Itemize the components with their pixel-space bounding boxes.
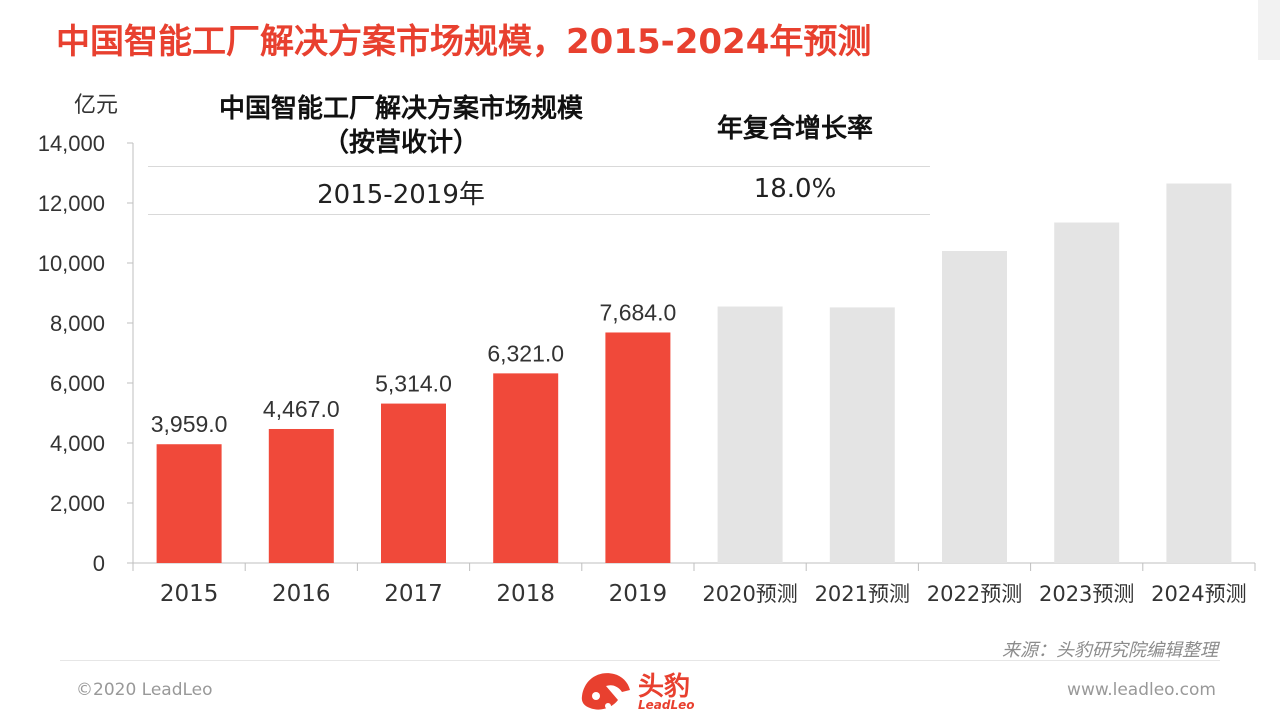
corner-decoration [1258,0,1280,60]
footer-divider [60,660,1220,661]
table-header-market-size: 中国智能工厂解决方案市场规模 （按营收计） [160,92,642,160]
bar-actual [156,444,222,563]
table-cell-cagr: 18.0% [753,174,837,204]
table-header-line2: （按营收计） [322,128,479,158]
bar-actual [268,428,334,563]
y-tick-label: 14,000 [38,131,105,156]
table-divider-bottom [148,214,930,215]
x-tick-label: 2015 [160,581,219,607]
data-label: 5,314.0 [375,371,452,397]
x-tick-label: 2018 [496,581,555,607]
y-tick-label: 10,000 [38,251,105,276]
bar-forecast [829,307,895,563]
leadleo-logo: 头豹 LeadLeo [578,664,718,718]
x-tick-label: 2022预测 [927,582,1022,606]
y-tick-label: 0 [93,551,105,576]
x-tick-label: 2020预测 [702,582,797,606]
source-note: 来源：头豹研究院编辑整理 [1002,640,1218,661]
bar-forecast [942,251,1007,563]
bar-forecast [717,306,783,563]
page-title: 中国智能工厂解决方案市场规模，2015-2024年预测 [56,22,872,62]
y-tick-label: 4,000 [50,431,105,456]
y-axis-unit-label: 亿元 [74,93,118,118]
y-tick-label: 2,000 [50,491,105,516]
copyright-text: ©2020 LeadLeo [76,680,213,700]
x-tick-label: 2019 [609,581,668,607]
y-tick-label: 12,000 [38,191,105,216]
data-label: 4,467.0 [263,396,340,422]
data-label: 7,684.0 [600,299,677,325]
x-tick-label: 2024预测 [1151,582,1246,606]
logo-text-cn: 头豹 [638,672,691,702]
data-label: 6,321.0 [487,340,564,366]
data-label: 3,959.0 [151,411,228,437]
table-header-line1: 中国智能工厂解决方案市场规模 [218,94,583,124]
website-link[interactable]: www.leadleo.com [1067,680,1216,700]
table-cell-period: 2015-2019年 [317,180,485,210]
bar-actual [605,332,671,563]
x-tick-label: 2021预测 [815,582,910,606]
x-tick-label: 2016 [272,581,331,607]
bar-forecast [1054,222,1120,563]
bar-forecast [1166,183,1232,563]
bar-actual [381,403,446,563]
leo-head-icon [581,673,630,710]
x-tick-label: 2023预测 [1039,582,1134,606]
logo-text-en: LeadLeo [638,698,695,712]
table-header-cagr: 年复合增长率 [716,114,873,144]
y-tick-label: 6,000 [50,371,105,396]
y-tick-label: 8,000 [50,311,105,336]
x-tick-label: 2017 [384,581,443,607]
bar-actual [493,373,559,563]
table-divider-top [148,166,930,167]
